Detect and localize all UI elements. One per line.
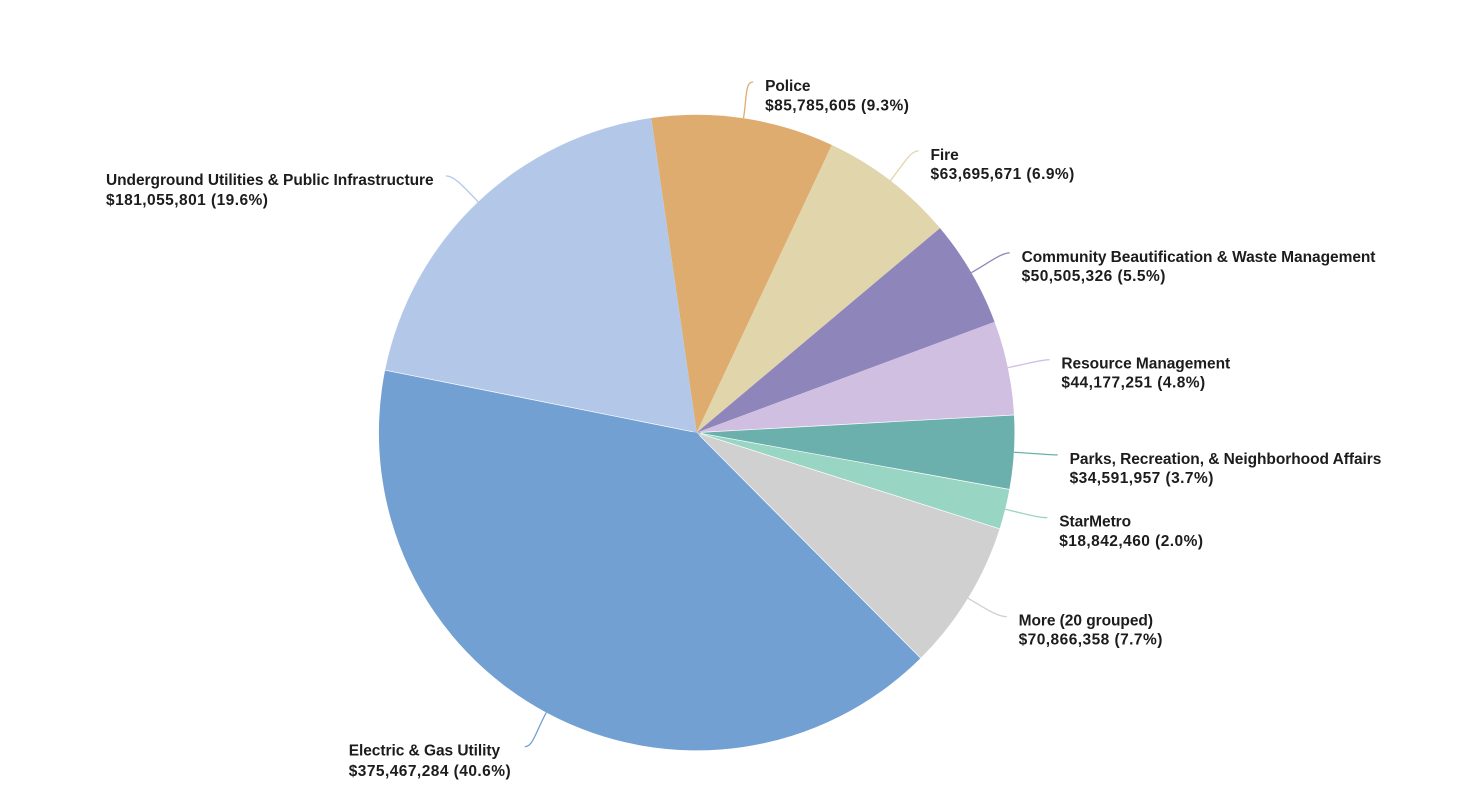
svg-text:Parks, Recreation, & Neighborh: Parks, Recreation, & Neighborhood Affair…	[1070, 451, 1382, 468]
svg-text:$44,177,251 (4.8%): $44,177,251 (4.8%)	[1061, 374, 1205, 391]
svg-text:Resource Management: Resource Management	[1061, 356, 1230, 373]
svg-text:Police: Police	[765, 78, 811, 95]
svg-text:StarMetro: StarMetro	[1059, 514, 1131, 531]
svg-text:$85,785,605 (9.3%): $85,785,605 (9.3%)	[765, 97, 909, 114]
svg-text:$34,591,957 (3.7%): $34,591,957 (3.7%)	[1070, 470, 1214, 487]
svg-text:Fire: Fire	[931, 147, 960, 164]
svg-text:More (20 grouped): More (20 grouped)	[1019, 613, 1153, 630]
svg-text:$18,842,460 (2.0%): $18,842,460 (2.0%)	[1059, 533, 1203, 550]
svg-text:$375,467,284 (40.6%): $375,467,284 (40.6%)	[349, 763, 511, 780]
svg-text:Electric & Gas Utility: Electric & Gas Utility	[349, 743, 501, 760]
svg-text:$70,866,358 (7.7%): $70,866,358 (7.7%)	[1019, 632, 1163, 649]
svg-text:$181,055,801 (19.6%): $181,055,801 (19.6%)	[106, 192, 268, 209]
svg-text:$63,695,671 (6.9%): $63,695,671 (6.9%)	[931, 166, 1075, 183]
svg-text:$50,505,326 (5.5%): $50,505,326 (5.5%)	[1022, 268, 1166, 285]
svg-text:Underground Utilities & Public: Underground Utilities & Public Infrastru…	[106, 172, 434, 189]
svg-text:Community Beautification & Was: Community Beautification & Waste Managem…	[1022, 249, 1376, 266]
